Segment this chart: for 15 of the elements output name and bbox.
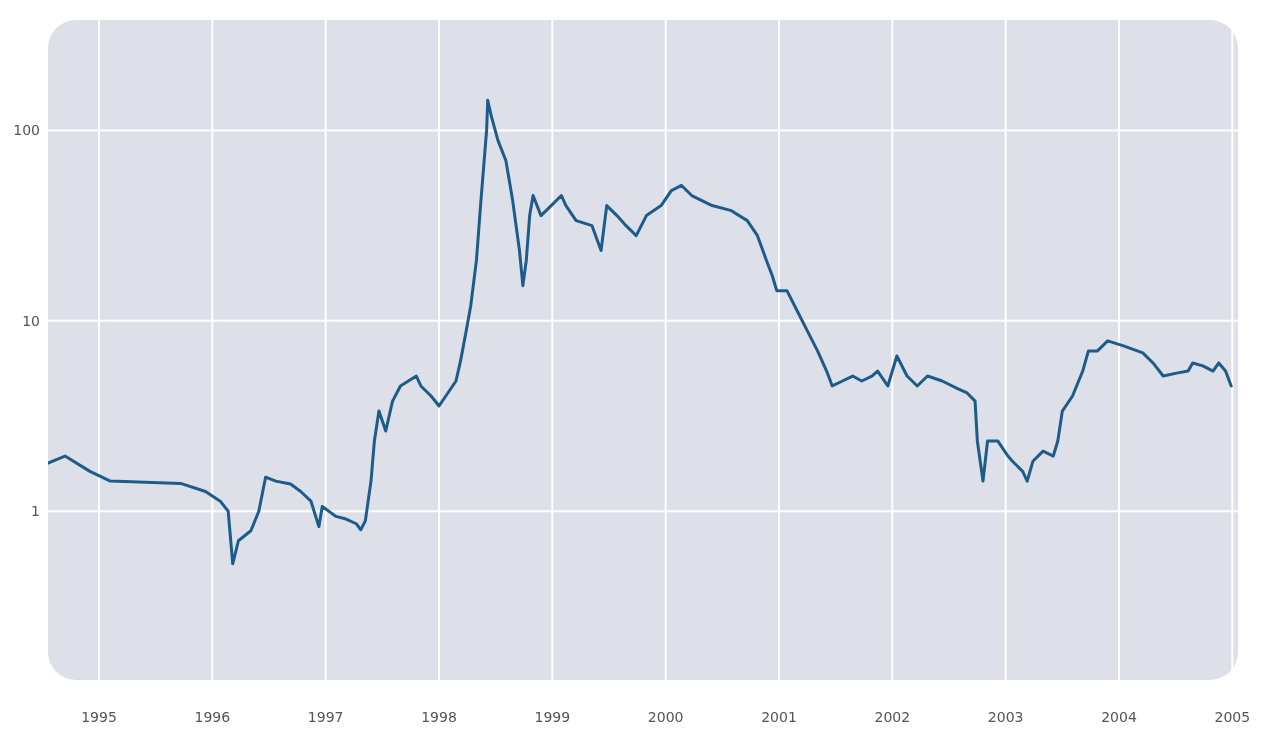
x-tick-label: 2000 xyxy=(647,709,684,725)
x-tick-label: 1999 xyxy=(534,709,571,725)
y-tick-label: 1 xyxy=(31,503,40,520)
x-tick-label: 2004 xyxy=(1101,709,1137,725)
x-tick-label: 1998 xyxy=(421,709,457,725)
x-tick-label: 2003 xyxy=(987,709,1024,725)
x-tick-label: 1996 xyxy=(194,709,231,725)
x-tick-label: 2005 xyxy=(1214,709,1251,725)
x-tick-label: 1995 xyxy=(81,709,117,725)
x-tick-label: 1997 xyxy=(307,709,344,725)
x-tick-label: 2001 xyxy=(761,709,797,725)
line-series xyxy=(48,98,1233,566)
y-tick-label: 100 xyxy=(13,122,40,139)
x-tick-label: 2002 xyxy=(874,709,911,725)
y-tick-label: 10 xyxy=(22,312,40,329)
